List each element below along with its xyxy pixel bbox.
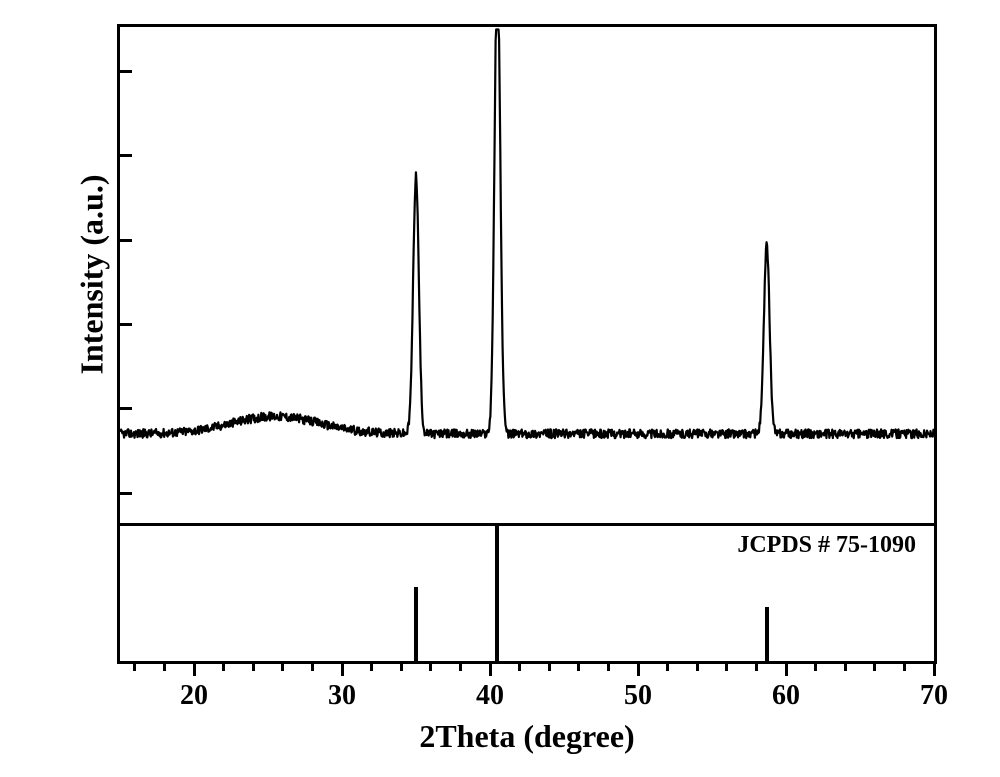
x-tick-minor	[281, 664, 284, 671]
x-tick-major	[193, 664, 196, 676]
y-tick	[120, 70, 132, 73]
y-tick	[120, 239, 132, 242]
x-tick-minor	[311, 664, 314, 671]
xrd-pattern-panel	[120, 27, 934, 523]
x-tick-minor	[725, 664, 728, 671]
x-tick-minor	[844, 664, 847, 671]
x-tick-label: 40	[476, 680, 504, 712]
x-tick-minor	[400, 664, 403, 671]
xrd-trace	[120, 27, 934, 523]
x-tick-minor	[429, 664, 432, 671]
reference-label: JCPDS # 75-1090	[737, 532, 916, 559]
x-tick-major	[785, 664, 788, 676]
x-tick-minor	[163, 664, 166, 671]
x-tick-minor	[518, 664, 521, 671]
reference-stick	[765, 607, 769, 661]
x-tick-major	[489, 664, 492, 676]
reference-stick	[495, 526, 499, 661]
y-tick	[120, 154, 132, 157]
x-tick-major	[637, 664, 640, 676]
x-tick-minor	[459, 664, 462, 671]
reference-stick	[414, 587, 418, 661]
x-tick-label: 30	[328, 680, 356, 712]
x-tick-label: 20	[180, 680, 208, 712]
y-axis-label: Intensity (a.u.)	[74, 124, 111, 424]
y-tick	[120, 492, 132, 495]
x-tick-label: 50	[624, 680, 652, 712]
y-tick	[120, 323, 132, 326]
reference-panel: JCPDS # 75-1090	[120, 526, 934, 661]
y-tick	[120, 407, 132, 410]
x-axis-label: 2Theta (degree)	[387, 718, 667, 755]
x-tick-label: 70	[920, 680, 948, 712]
x-tick-minor	[873, 664, 876, 671]
x-tick-minor	[133, 664, 136, 671]
x-tick-minor	[222, 664, 225, 671]
x-tick-minor	[755, 664, 758, 671]
x-tick-major	[341, 664, 344, 676]
x-tick-minor	[903, 664, 906, 671]
x-tick-minor	[814, 664, 817, 671]
xrd-figure: JCPDS # 75-1090 Intensity (a.u.) 2Theta …	[0, 0, 1000, 777]
x-tick-minor	[696, 664, 699, 671]
x-tick-label: 60	[772, 680, 800, 712]
x-tick-minor	[370, 664, 373, 671]
x-tick-minor	[666, 664, 669, 671]
x-tick-minor	[607, 664, 610, 671]
x-tick-major	[933, 664, 936, 676]
x-tick-minor	[548, 664, 551, 671]
x-tick-minor	[577, 664, 580, 671]
x-tick-minor	[252, 664, 255, 671]
